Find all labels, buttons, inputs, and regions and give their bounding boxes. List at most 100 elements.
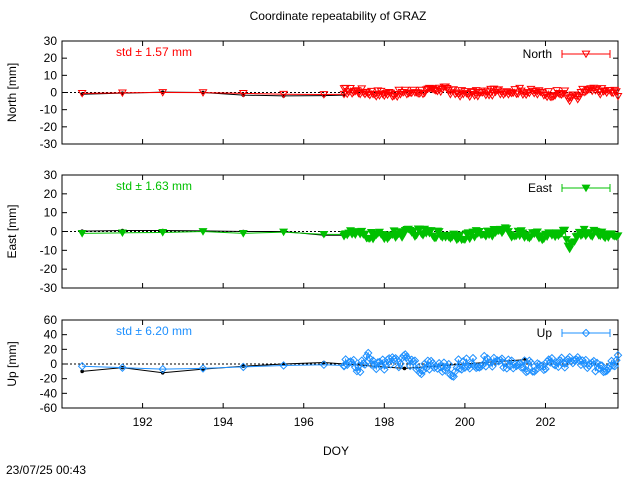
std-label: std ± 1.63 mm bbox=[116, 179, 192, 193]
series-point bbox=[544, 88, 554, 96]
y-tick-label: 10 bbox=[44, 68, 58, 82]
series-point bbox=[431, 234, 441, 243]
series-point bbox=[599, 88, 608, 96]
series-point bbox=[575, 356, 584, 365]
series-point bbox=[362, 351, 371, 361]
series-point bbox=[565, 245, 575, 254]
series-point bbox=[363, 90, 373, 99]
series-point bbox=[531, 365, 541, 375]
series-point bbox=[553, 90, 563, 98]
series-point bbox=[389, 354, 399, 364]
series-point bbox=[349, 355, 359, 365]
series-point bbox=[560, 226, 570, 235]
panel-east: 30 20 10 0 -10 -20 -30 East [mm] std ± 1.63 mm Ea… bbox=[5, 168, 623, 295]
series-point bbox=[387, 93, 397, 101]
series-point bbox=[542, 357, 552, 366]
y-tick-label: 20 bbox=[44, 187, 58, 201]
y-tick-label: -10 bbox=[40, 243, 58, 257]
series-point bbox=[392, 93, 402, 102]
series-point bbox=[482, 87, 492, 96]
series-point bbox=[368, 356, 378, 366]
series-point bbox=[612, 355, 621, 365]
series-point bbox=[607, 356, 616, 366]
series-point bbox=[341, 84, 351, 93]
series-point bbox=[455, 93, 465, 101]
series-point bbox=[433, 364, 442, 373]
series-point bbox=[521, 367, 531, 377]
series-point bbox=[389, 92, 399, 101]
y-tick-label: 60 bbox=[44, 313, 58, 327]
series-point bbox=[410, 356, 420, 366]
series-point bbox=[465, 93, 475, 102]
series-point bbox=[574, 93, 584, 102]
series-point bbox=[613, 92, 623, 101]
y-tick-label: 10 bbox=[44, 206, 58, 220]
y-tick-label: 0 bbox=[50, 86, 57, 100]
legend-label: North bbox=[523, 47, 552, 61]
series-point bbox=[455, 231, 465, 240]
series-point bbox=[510, 86, 520, 94]
series-point bbox=[602, 366, 612, 376]
y-tick-label: 30 bbox=[44, 168, 58, 182]
y-tick-label: -20 bbox=[40, 372, 58, 386]
series-point bbox=[532, 228, 542, 237]
series-point bbox=[578, 356, 587, 365]
series-point bbox=[429, 86, 439, 95]
series-point bbox=[487, 92, 497, 100]
series-point bbox=[466, 88, 476, 97]
series-point bbox=[500, 89, 510, 98]
series-point bbox=[375, 357, 384, 367]
series-point bbox=[591, 366, 600, 376]
y-axis-label: Up [mm] bbox=[5, 341, 19, 386]
series-point bbox=[452, 89, 462, 98]
series-point bbox=[573, 352, 583, 362]
series-point bbox=[434, 84, 444, 93]
series-point bbox=[434, 228, 444, 236]
legend-label: Up bbox=[537, 326, 553, 340]
panel-north: 30 20 10 0 -10 -20 -30 North [mm] std ± 1.57 mm N… bbox=[5, 34, 623, 151]
y-tick-label: -30 bbox=[40, 137, 58, 151]
y-tick-label: 0 bbox=[50, 357, 57, 371]
series-point bbox=[471, 363, 481, 373]
series-point bbox=[539, 92, 549, 100]
series-point bbox=[470, 233, 480, 242]
x-tick-label: 194 bbox=[213, 415, 233, 429]
series-point bbox=[360, 360, 370, 369]
series-point bbox=[238, 230, 248, 238]
series-point bbox=[455, 364, 465, 373]
y-tick-label: -10 bbox=[40, 103, 58, 117]
reference-line bbox=[82, 230, 345, 236]
series-point bbox=[613, 232, 623, 241]
series-point bbox=[561, 236, 571, 244]
series-point bbox=[158, 364, 168, 374]
series-point bbox=[319, 360, 329, 370]
series-point bbox=[158, 89, 168, 97]
series-point bbox=[444, 359, 454, 369]
series-point bbox=[460, 363, 470, 372]
series-point bbox=[571, 355, 581, 365]
series-point bbox=[584, 361, 594, 371]
series-point bbox=[198, 228, 208, 236]
series-point bbox=[438, 367, 447, 376]
y-tick-label: -30 bbox=[40, 281, 58, 295]
std-label: std ± 1.57 mm bbox=[116, 45, 192, 59]
y-tick-label: -20 bbox=[40, 262, 58, 276]
legend-label: East bbox=[528, 181, 553, 195]
x-tick-label: 200 bbox=[455, 415, 475, 429]
series-point bbox=[549, 92, 559, 101]
reference-point bbox=[402, 366, 407, 371]
series-point bbox=[595, 91, 605, 99]
series-point bbox=[352, 366, 362, 376]
series-point bbox=[489, 353, 499, 363]
timestamp: 23/07/25 00:43 bbox=[6, 463, 86, 477]
series-point bbox=[528, 367, 537, 376]
y-tick-label: 0 bbox=[50, 225, 57, 239]
series-point bbox=[581, 88, 591, 96]
series-point bbox=[420, 359, 429, 369]
series-point bbox=[360, 230, 370, 239]
series-point bbox=[457, 365, 466, 374]
series-point bbox=[339, 361, 349, 371]
reference-point bbox=[80, 369, 84, 374]
series-point bbox=[513, 90, 523, 99]
series-point bbox=[418, 90, 428, 99]
